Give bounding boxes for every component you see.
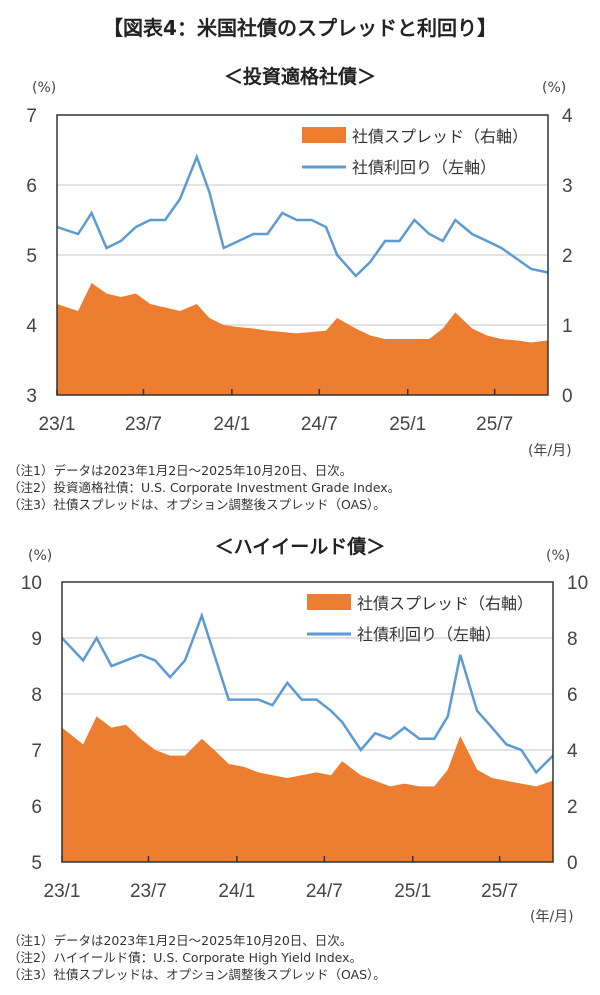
ig-note-2: （注2）投資適格社債：U.S. Corporate Investment Gra… (8, 480, 401, 495)
ig-left-tick-label: 7 (26, 106, 37, 127)
hy-note-3: （注3）社債スプレッドは、オプション調整後スプレッド（OAS）。 (8, 967, 386, 982)
hy-x-tick-label: 24/1 (218, 881, 255, 902)
ig-right-unit: (%) (542, 80, 567, 96)
ig-right-tick-label: 1 (562, 316, 573, 337)
hy-x-tick-label: 23/1 (44, 881, 81, 902)
ig-note-3: （注3）社債スプレッドは、オプション調整後スプレッド（OAS）。 (8, 497, 386, 512)
ig-plot-frame (56, 114, 549, 396)
ig-legend-spread-label: 社債スプレッド（右軸） (352, 127, 528, 146)
hy-x-tick-label: 24/7 (306, 881, 343, 902)
hy-plot-frame (61, 581, 554, 863)
ig-left-tick-label: 4 (26, 316, 37, 337)
ig-right-tick-label: 4 (562, 106, 573, 127)
hy-left-tick-label: 7 (31, 741, 42, 762)
ig-x-unit: (年/月) (528, 443, 572, 459)
hy-left-tick-label: 9 (31, 629, 42, 650)
hy-subtitle: ＜ハイイールド債＞ (214, 536, 386, 558)
ig-left-tick-label: 3 (26, 386, 37, 407)
ig-x-tick-label: 23/7 (125, 414, 162, 435)
hy-left-tick-label: 10 (21, 573, 42, 594)
ig-note-1: （注1）データは2023年1月2日～2025年10月20日、日次。 (8, 463, 353, 478)
ig-x-tick-label: 24/7 (301, 414, 338, 435)
hy-right-tick-label: 10 (567, 573, 588, 594)
hy-left-tick-label: 8 (31, 685, 42, 706)
ig-subtitle: ＜投資適格社債＞ (223, 66, 376, 88)
hy-left-tick-label: 6 (31, 797, 42, 818)
hy-x-tick-label: 25/1 (394, 881, 431, 902)
hy-x-tick-label: 25/7 (481, 881, 518, 902)
hy-note-1: （注1）データは2023年1月2日～2025年10月20日、日次。 (8, 933, 353, 948)
hy-legend-spread-swatch (307, 594, 351, 610)
figure-title: 【図表4：米国社債のスプレッドと利回り】 (103, 16, 497, 40)
ig-left-tick-label: 6 (26, 176, 37, 197)
ig-legend-yield-label: 社債利回り（左軸） (352, 158, 496, 177)
hy-legend-yield-label: 社債利回り（左軸） (357, 625, 501, 644)
hy-note-2: （注2）ハイイールド債：U.S. Corporate High Yield In… (8, 950, 363, 965)
ig-right-tick-label: 0 (562, 386, 573, 407)
ig-right-tick-label: 3 (562, 176, 573, 197)
hy-legend-spread-label: 社債スプレッド（右軸） (357, 594, 533, 613)
ig-left-unit: (%) (32, 80, 57, 96)
ig-legend-spread-swatch (302, 127, 346, 143)
ig-spread-area (57, 283, 548, 395)
hy-left-unit: (%) (28, 548, 53, 564)
hy-right-tick-label: 4 (567, 741, 578, 762)
ig-x-tick-label: 23/1 (39, 414, 76, 435)
ig-left-tick-label: 5 (26, 246, 37, 267)
hy-x-tick-label: 23/7 (130, 881, 167, 902)
hy-right-tick-label: 6 (567, 685, 578, 706)
ig-x-tick-label: 24/1 (213, 414, 250, 435)
hy-spread-area (62, 716, 553, 862)
hy-right-unit: (%) (546, 548, 571, 564)
ig-x-tick-label: 25/1 (389, 414, 426, 435)
hy-yield-line (61, 611, 554, 775)
hy-right-tick-label: 8 (567, 629, 578, 650)
ig-right-tick-label: 2 (562, 246, 573, 267)
ig-x-tick-label: 25/7 (476, 414, 513, 435)
hy-right-tick-label: 2 (567, 797, 578, 818)
ig-yield-line (56, 153, 549, 278)
hy-x-unit: (年/月) (530, 909, 574, 925)
hy-right-tick-label: 0 (567, 853, 578, 874)
hy-left-tick-label: 5 (31, 853, 42, 874)
